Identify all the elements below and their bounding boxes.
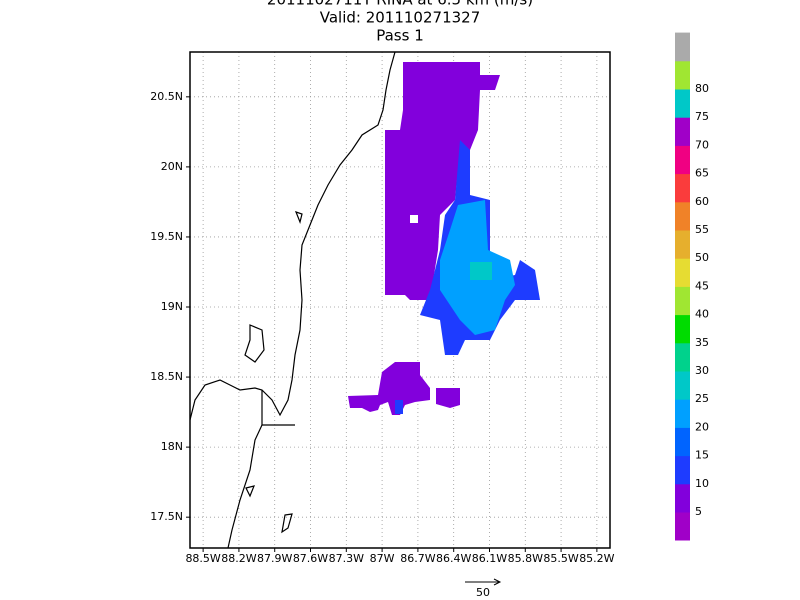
colorbar-segment [675,342,690,372]
title-line: Valid: 201110271327 [320,9,481,27]
title-line: Pass 1 [376,27,424,45]
vector-scale-label: 50 [476,586,490,599]
title-line: 2011102711T RINA at 6.5 km (m/s) [267,0,533,9]
y-tick-label: 20N [161,160,183,173]
colorbar-label: 10 [695,477,709,490]
x-tick-label: 88.5W [185,552,220,565]
colorbar-segment [675,89,690,118]
wind-field [190,52,540,548]
colorbar-segment [675,60,690,90]
colorbar-segment [675,117,690,146]
colorbar-label: 40 [695,308,709,321]
colorbar-label: 75 [695,110,709,123]
teal-patch [470,262,492,280]
coastline [190,52,396,421]
y-tick-label: 18.5N [150,370,183,383]
vector-scale-head [493,578,502,586]
coastline [245,485,255,498]
colorbar-segment [675,455,690,485]
y-tick-label: 19N [161,300,183,313]
x-tick-label: 85.2W [579,552,614,565]
x-tick-label: 86.7W [400,552,435,565]
colorbar-segment [675,512,690,541]
y-tick-label: 17.5N [150,510,183,523]
y-tick-label: 19.5N [150,230,183,243]
colorbar-segment [675,230,690,259]
island-region [348,362,430,415]
coastline [294,211,303,224]
purple-region [385,62,500,300]
coastline [244,324,265,363]
y-tick-label: 18N [161,440,183,453]
map-frame [189,51,611,549]
colorbar-segment [675,427,690,457]
x-tick-label: 87.6W [293,552,328,565]
colorbar-segment [675,201,690,231]
coastline [281,513,293,534]
x-tick-label: 87W [370,552,395,565]
colorbar-label: 80 [695,82,709,95]
colorbar-segment [675,314,690,344]
x-tick-label: 86.4W [436,552,471,565]
colorbar-label: 60 [695,195,709,208]
colorbar-segment [675,286,690,316]
colorbar-label: 50 [695,251,709,264]
x-tick-label: 88.2W [221,552,256,565]
coastline [227,424,263,548]
x-tick-label: 86.1W [472,552,507,565]
colorbar-label: 20 [695,420,709,433]
x-tick-label: 85.5W [543,552,578,565]
colorbar-label: 5 [695,505,702,518]
x-tick-label: 87.9W [257,552,292,565]
colorbar-segment [675,399,690,428]
gap [410,215,418,223]
y-tick-label: 20.5N [150,90,183,103]
colorbar-segment [675,258,690,287]
x-tick-label: 85.8W [508,552,543,565]
colorbar-segment [675,173,690,203]
colorbar-label: 30 [695,364,709,377]
colorbar-label: 65 [695,167,709,180]
colorbar-label: 35 [695,336,709,349]
island-region [436,388,460,408]
colorbar-segment [675,371,690,400]
colorbar-label: 45 [695,279,709,292]
colorbar-segment [675,145,690,175]
colorbar-label: 70 [695,138,709,151]
colorbar-segment [675,483,690,513]
colorbar-label: 55 [695,223,709,236]
colorbar-segment [675,32,690,62]
colorbar-label: 25 [695,392,709,405]
x-tick-label: 87.3W [329,552,364,565]
colorbar-label: 15 [695,449,709,462]
island-blue [395,400,403,414]
